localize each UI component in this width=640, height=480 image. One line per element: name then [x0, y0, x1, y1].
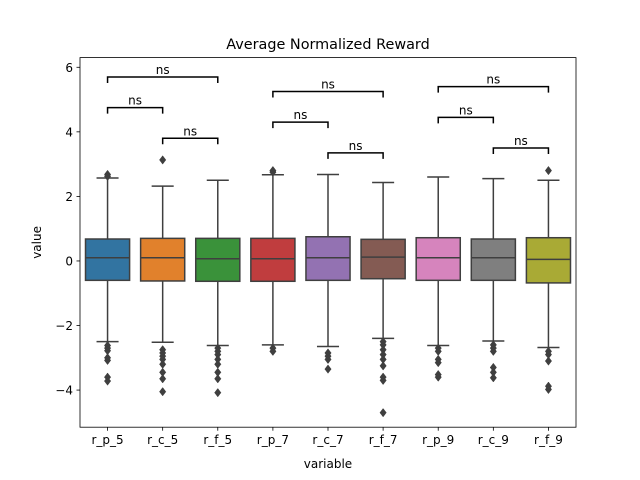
significance-label: ns [459, 103, 473, 117]
significance-label: ns [321, 77, 335, 91]
significance-bracket [272, 121, 329, 129]
significance-label: ns [294, 108, 308, 122]
y-tick-label: 6 [65, 61, 73, 75]
outlier-point [104, 355, 112, 365]
plot-area: −4 −2 0 2 4 6 r_p_5 r_c_5 r_f_5 r_p_7 r_c_7 r_f_7 r_… [55, 61, 572, 447]
outlier-point [269, 346, 277, 356]
box-iqr [415, 236, 462, 282]
significance-bracket [437, 116, 495, 124]
outlier-point [379, 375, 387, 386]
y-axis-title: value [30, 226, 44, 259]
axes-frame [79, 57, 577, 428]
box-iqr [84, 238, 131, 282]
box-iqr [360, 238, 406, 280]
significance-label: ns [349, 139, 363, 153]
outlier-point [489, 346, 497, 356]
box-iqr [470, 238, 517, 282]
x-tick-label: r_p_5 [91, 433, 123, 447]
significance-bracket [106, 106, 164, 114]
outlier-point [159, 374, 167, 384]
x-axis-title: variable [304, 457, 352, 471]
x-tick-label: r_f_5 [203, 433, 232, 447]
box-group-r_f_9 [525, 165, 572, 395]
box-iqr [525, 236, 572, 284]
x-tick-label: r_p_9 [422, 433, 454, 447]
x-tick-label: r_f_9 [534, 433, 563, 447]
significance-bracket [161, 137, 219, 145]
box-group-r_f_7 [360, 181, 406, 418]
outlier-point [379, 361, 387, 371]
outlier-point [159, 387, 167, 397]
x-tick-label: r_c_9 [478, 433, 509, 447]
x-tick-label: r_c_5 [147, 433, 178, 447]
box-iqr [194, 237, 241, 283]
outlier-point [434, 372, 442, 382]
box-group-r_p_7 [250, 165, 296, 356]
box-group-r_f_5 [194, 179, 241, 398]
y-tick-label: 4 [65, 125, 73, 139]
outlier-point [544, 356, 552, 366]
significance-label: ns [486, 73, 500, 87]
outlier-point [214, 374, 222, 384]
box-group-r_c_5 [139, 155, 186, 397]
outlier-point [379, 408, 387, 418]
x-tick-label: r_c_7 [312, 433, 343, 447]
y-tick-label: −4 [55, 384, 73, 398]
box-group-r_c_9 [470, 177, 517, 383]
significance-label: ns [183, 124, 197, 138]
y-tick-label: −2 [55, 319, 73, 333]
chart-title: Average Normalized Reward [226, 37, 429, 53]
significance-bracket [437, 85, 550, 93]
significance-bracket [272, 90, 384, 98]
significance-label: ns [128, 94, 142, 108]
box-group-r_p_5 [84, 169, 131, 386]
x-tick-label: r_p_7 [257, 433, 289, 447]
outlier-point [159, 155, 167, 165]
outlier-point [434, 358, 442, 368]
outlier-point [104, 376, 112, 386]
significance-bracket [106, 76, 219, 83]
significance-label: ns [514, 134, 528, 148]
x-tick-label: r_f_7 [369, 433, 398, 447]
outlier-point [489, 373, 497, 383]
y-tick-label: 2 [65, 190, 73, 204]
outlier-point [544, 165, 552, 176]
outlier-point [269, 167, 277, 177]
outlier-point [544, 384, 552, 395]
significance-label: ns [156, 63, 170, 77]
box-iqr [139, 237, 186, 282]
box-iqr [305, 236, 351, 282]
outlier-point [104, 171, 112, 182]
box-iqr [250, 237, 296, 283]
y-tick-label: 0 [65, 254, 73, 268]
outlier-point [214, 388, 222, 398]
outlier-point [324, 364, 332, 374]
box-group-r_p_9 [415, 176, 462, 382]
significance-bracket [492, 147, 550, 154]
outlier-point [324, 354, 332, 365]
significance-bracket [327, 152, 384, 159]
box-group-r_c_7 [305, 173, 351, 374]
